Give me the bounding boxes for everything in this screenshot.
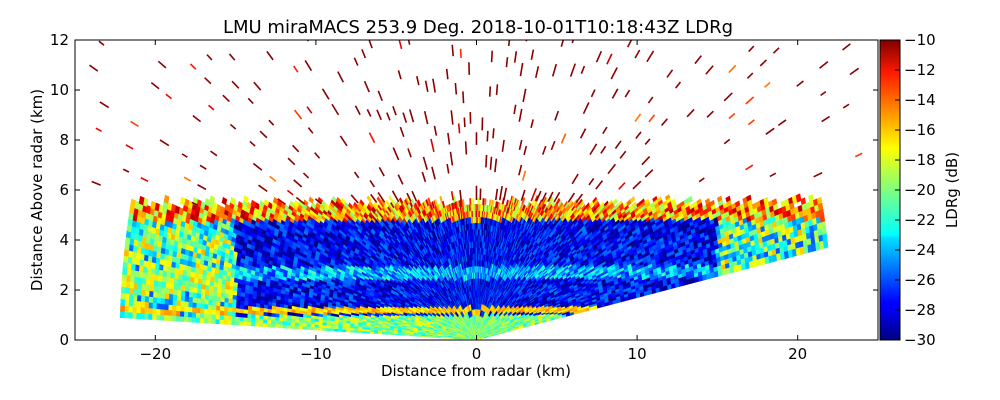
ldr-gate [150,200,156,210]
ldr-data-layer [89,40,863,340]
ldr-gate [138,195,145,206]
ldr-gate [130,198,136,209]
ldr-gate [179,196,186,206]
chart-title: LMU miraMACS 253.9 Deg. 2018-10-01T10:18… [223,17,733,38]
ldr-gate [163,194,170,204]
